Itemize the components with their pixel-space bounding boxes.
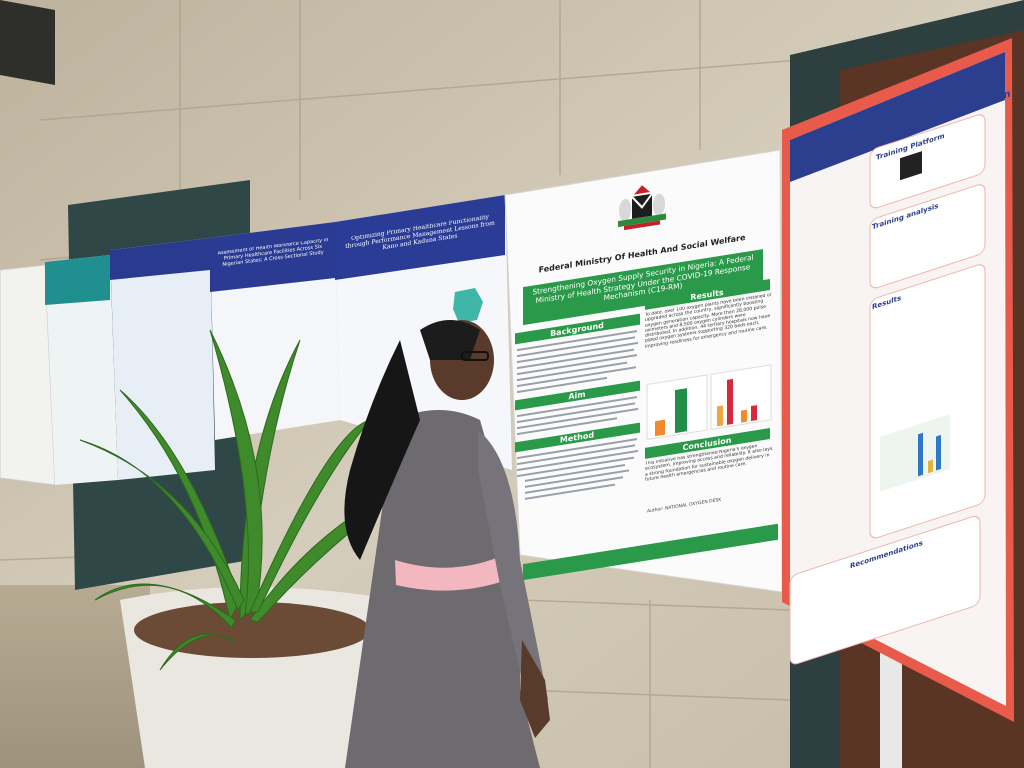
shape: [918, 432, 923, 477]
shape: [520, 640, 550, 738]
shape: [344, 340, 420, 560]
shape: [751, 405, 757, 422]
shape: [517, 456, 634, 478]
poster: [45, 255, 118, 485]
results-chart: [646, 364, 772, 441]
shape: [517, 336, 635, 358]
shape: [517, 417, 617, 436]
section-header: [645, 428, 770, 459]
shape: [79, 439, 245, 612]
footer-band: [523, 523, 778, 581]
shape: [517, 341, 638, 364]
shape: [517, 354, 637, 376]
section-header: [645, 279, 770, 310]
section-heading: Aim: [568, 390, 585, 402]
text-lines: [517, 330, 638, 394]
panel: [869, 114, 986, 209]
shape: [634, 185, 650, 195]
shape: [517, 449, 638, 472]
plant-leaves: [79, 329, 421, 671]
shape: [478, 430, 548, 706]
lamp: [0, 0, 55, 85]
shape: [395, 548, 520, 591]
text-lines: [517, 438, 638, 500]
shape: [209, 329, 263, 616]
poster-stand: [880, 650, 902, 768]
section-header: [515, 313, 640, 345]
poster-header: [45, 255, 110, 305]
shape: [420, 320, 480, 360]
shape: [517, 366, 636, 388]
poster-header: [335, 195, 505, 280]
panel: [789, 515, 981, 665]
shape: [517, 396, 637, 418]
shape: [517, 444, 635, 466]
shape: [517, 407, 638, 430]
shape: [653, 193, 665, 216]
shape: [928, 459, 933, 474]
shape: [936, 434, 941, 471]
section-header: [515, 422, 640, 453]
shape: [94, 583, 236, 629]
shape: [727, 378, 733, 425]
shape: [525, 463, 625, 482]
shape: [880, 414, 950, 492]
shape: [525, 469, 629, 488]
text-lines: [517, 396, 638, 436]
coat-of-arms: [618, 185, 666, 231]
shape: [179, 0, 701, 768]
shape: [517, 438, 637, 460]
title-banner: [523, 249, 763, 326]
shape: [517, 348, 634, 370]
shape: [517, 361, 627, 382]
poster: [110, 238, 215, 480]
shape: [517, 330, 637, 352]
shape: [624, 220, 660, 231]
shape: [741, 409, 747, 423]
shape: [461, 351, 489, 361]
qr-code: [900, 151, 922, 181]
results-chart: [880, 414, 950, 492]
shape: [717, 405, 723, 427]
shape: [675, 388, 687, 434]
shape: [525, 476, 623, 494]
shape: [618, 213, 666, 228]
panel: [869, 184, 986, 289]
shape: [525, 483, 615, 500]
poster-header: [110, 238, 210, 280]
section-header: [515, 380, 640, 411]
map-nigeria: [453, 288, 483, 323]
shape: [619, 198, 631, 222]
shape: [517, 376, 607, 394]
shape: [159, 633, 237, 671]
shape: [655, 419, 665, 437]
soil: [134, 602, 370, 658]
poster-header: [790, 52, 1005, 182]
person: [344, 320, 550, 768]
oxygen-poster: Federal Ministry Of Health And Social We…: [515, 185, 778, 581]
shape: [631, 193, 653, 209]
poster-header: [210, 222, 335, 292]
shape: [517, 402, 635, 424]
